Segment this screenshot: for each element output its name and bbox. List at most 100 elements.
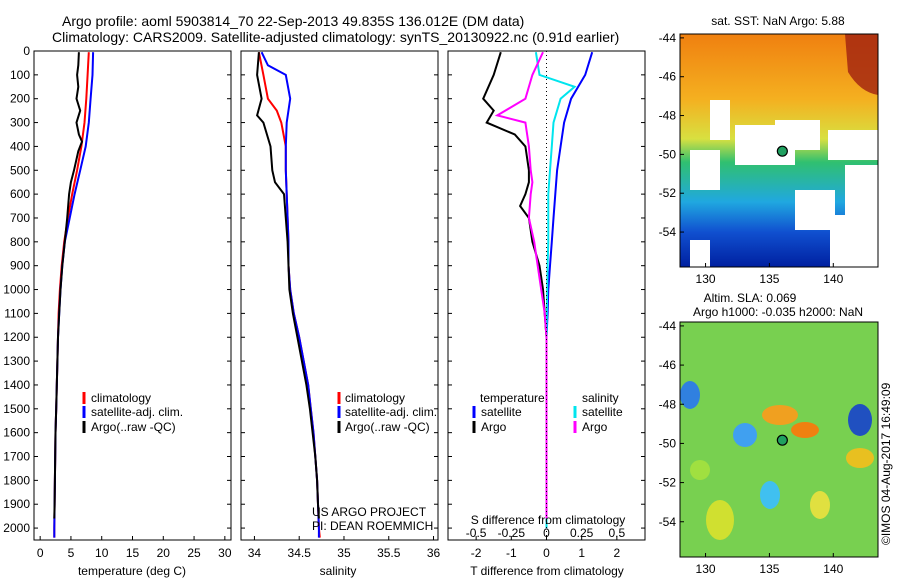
pressure-tick-label: 1500 [3, 402, 30, 416]
argo-float-marker [776, 434, 788, 446]
x-tick-label: 34.5 [288, 546, 312, 560]
t-diff-x-label: T difference from climatology [470, 564, 624, 578]
pressure-tick-label: 1100 [4, 306, 30, 320]
sla-anomaly [848, 404, 872, 436]
pressure-tick-label: 1800 [3, 473, 30, 487]
sst-map-title: sat. SST: NaN Argo: 5.88 [711, 14, 845, 28]
legend-label-t-satellite: satellite [481, 405, 522, 419]
sst-missing-data [690, 100, 878, 267]
x-tick-label: 5 [68, 546, 75, 560]
pressure-tick-label: 1600 [3, 426, 30, 440]
x-tick-label: 20 [157, 546, 171, 560]
series-line-s-argo [494, 51, 548, 519]
lat-tick-label: -46 [659, 358, 677, 372]
x-tick-label: 30 [218, 546, 232, 560]
figure-title-line1: Argo profile: aoml 5903814_70 22-Sep-201… [62, 13, 525, 29]
temperature-x-axis: 0 5 10 15 20 25 30 [37, 536, 232, 560]
lat-tick-label: -48 [659, 397, 677, 411]
legend-label-t-argo: Argo [481, 420, 507, 434]
difference-x-axis: -2 -1 0 1 2 -0.5 -0.25 0 0.25 0.5 [466, 526, 626, 560]
difference-legend-salinity: salinity satellite Argo [573, 391, 623, 434]
pressure-tick-label: 1400 [3, 378, 30, 392]
sst-warm-patch [845, 34, 878, 95]
s-diff-tick-label: -0.25 [498, 526, 526, 540]
x-tick-label: 0 [37, 546, 44, 560]
lat-tick-label: -50 [659, 436, 677, 450]
sla-anomalies [680, 381, 874, 540]
x-tick-label: 1 [578, 546, 585, 560]
lon-tick-label: 140 [823, 562, 843, 576]
lon-tick-label: 135 [759, 272, 779, 286]
legend-title-salinity: salinity [582, 391, 619, 405]
s-diff-tick-label: 0.25 [570, 526, 594, 540]
legend-label-s-argo: Argo [582, 420, 608, 434]
x-tick-label: 0 [543, 546, 550, 560]
legend-label-climatology: climatology [91, 391, 151, 405]
salinity-legend: climatology satellite-adj. clim. Argo(..… [337, 391, 437, 434]
imos-timestamp: ©IMOS 04-Aug-2017 16:49:09 [879, 382, 893, 545]
x-tick-label: 10 [95, 546, 109, 560]
pressure-tick-label: 700 [10, 211, 30, 225]
pressure-tick-label: 1300 [3, 354, 30, 368]
pressure-tick-label: 800 [10, 235, 30, 249]
x-tick-label: -1 [506, 546, 517, 560]
legend-label-satellite: satellite-adj. clim. [91, 405, 183, 419]
pressure-axis: 0 100 200 300 400 500 600 700 800 900 1000 1100 1200… [3, 44, 645, 535]
sst-missing-cell [775, 120, 820, 150]
lon-tick-label: 140 [823, 272, 843, 286]
lat-tick-label: -54 [659, 225, 677, 239]
lat-tick-label: -44 [659, 319, 677, 333]
sla-anomaly [690, 460, 710, 480]
difference-legend-temperature: temperature satellite Argo [472, 391, 545, 434]
x-tick-label: -2 [471, 546, 482, 560]
legend-label-s-satellite: satellite [582, 405, 623, 419]
lat-tick-label: -52 [659, 186, 677, 200]
sla-map-frame [679, 321, 879, 558]
pressure-tick-label: 0 [23, 44, 30, 58]
sla-anomaly [791, 422, 819, 438]
lat-tick-label: -46 [659, 70, 677, 84]
pressure-tick-label: 300 [10, 116, 30, 130]
lat-tick-label: -54 [659, 515, 677, 529]
sst-missing-cell [710, 100, 730, 140]
sst-missing-cell [845, 165, 878, 215]
pressure-tick-label: 400 [10, 139, 30, 153]
salinity-x-axis: 34 34.5 35 35.5 36 [248, 536, 441, 560]
sla-anomaly [760, 481, 780, 509]
lat-tick-label: -52 [659, 476, 677, 490]
sst-missing-cell [795, 190, 835, 230]
pressure-tick-label: 1000 [3, 283, 30, 297]
x-tick-label: 35.5 [377, 546, 401, 560]
temperature-x-label: temperature (deg C) [78, 564, 186, 578]
series-line-argo [255, 52, 320, 519]
legend-label-climatology: climatology [345, 391, 405, 405]
x-tick-label: 34 [248, 546, 262, 560]
sst-missing-cell [690, 150, 720, 190]
temperature-lines [53, 52, 95, 538]
lon-tick-label: 135 [759, 562, 779, 576]
sla-anomaly [706, 500, 734, 540]
s-diff-tick-label: 0 [543, 526, 550, 540]
pressure-tick-label: 2000 [3, 521, 30, 535]
pressure-tick-label: 100 [10, 68, 30, 82]
sla-anomaly [733, 423, 757, 447]
pressure-tick-label: 1900 [3, 497, 30, 511]
pressure-tick-label: 600 [10, 187, 30, 201]
sla-map-title-line2: Argo h1000: -0.035 h2000: NaN [693, 305, 863, 319]
x-tick-label: 2 [614, 546, 621, 560]
pressure-tick-label: 900 [10, 259, 30, 273]
difference-lines [482, 51, 594, 529]
sst-missing-cell [830, 215, 878, 267]
legend-label-argo: Argo(..raw -QC) [91, 420, 176, 434]
figure-title-line2: Climatology: CARS2009. Satellite-adjuste… [52, 29, 620, 45]
salinity-x-label: salinity [320, 564, 357, 578]
lat-tick-label: -44 [659, 31, 677, 45]
pressure-tick-label: 1200 [3, 330, 30, 344]
lon-tick-label: 130 [696, 562, 716, 576]
sla-anomaly [810, 491, 830, 519]
temperature-panel [33, 50, 232, 541]
s-diff-tick-label: 0.5 [609, 526, 626, 540]
sla-map-title-line1: Altim. SLA: 0.069 [704, 291, 797, 305]
pressure-tick-label: 500 [10, 163, 30, 177]
